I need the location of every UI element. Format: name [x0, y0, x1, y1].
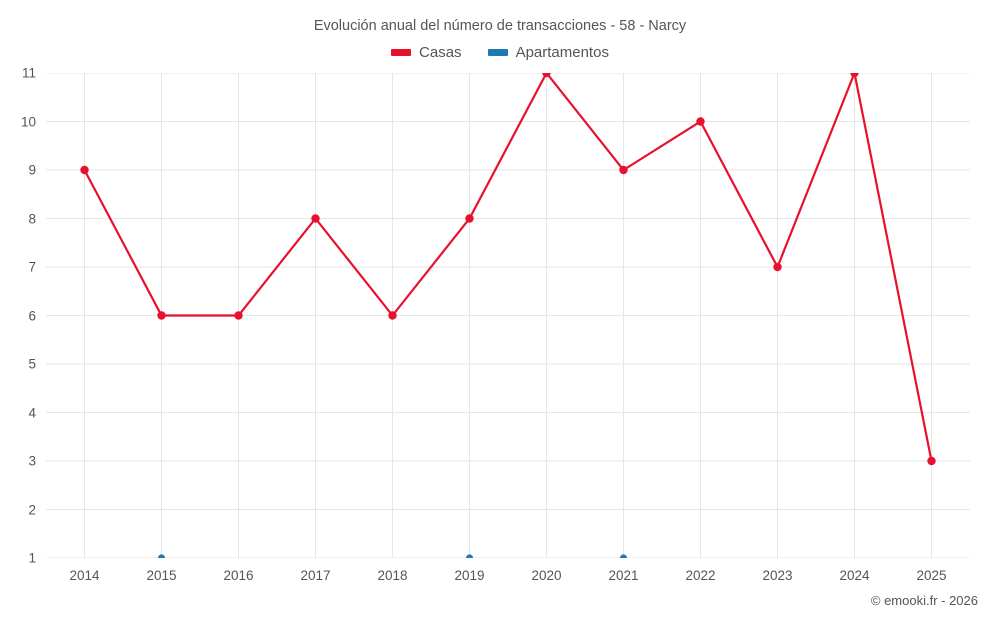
- x-tick-label: 2024: [839, 568, 870, 583]
- y-tick-label: 9: [28, 162, 36, 178]
- data-point[interactable]: [157, 554, 166, 558]
- data-point[interactable]: [80, 165, 89, 175]
- x-tick-label: 2022: [685, 568, 716, 583]
- x-tick-label: 2023: [762, 568, 793, 583]
- y-tick-label: 3: [28, 453, 36, 469]
- data-point[interactable]: [388, 311, 397, 320]
- x-tick-label: 2016: [223, 568, 254, 583]
- data-point[interactable]: [465, 554, 474, 558]
- y-tick-label: 2: [28, 502, 36, 517]
- x-axis-tick-labels: 2014 2015 2016 2017 2018 2019 2020 2021 2022 2023…: [46, 568, 970, 588]
- y-tick-label: 4: [28, 405, 36, 420]
- data-point[interactable]: [696, 117, 705, 126]
- x-tick-label: 2019: [454, 568, 485, 583]
- data-point[interactable]: [234, 311, 243, 320]
- x-tick-label: 2020: [531, 568, 562, 583]
- data-point[interactable]: [311, 214, 320, 223]
- chart-legend: Casas Apartamentos: [0, 44, 1000, 61]
- x-tick-label: 2014: [69, 568, 100, 583]
- data-point[interactable]: [927, 456, 936, 466]
- legend-label-apartamentos: Apartamentos: [515, 44, 609, 61]
- data-point[interactable]: [773, 262, 782, 272]
- data-point[interactable]: [619, 554, 628, 558]
- x-tick-label: 2025: [916, 568, 947, 583]
- series-line-casas: [83, 73, 933, 462]
- data-series-layer: [80, 73, 936, 558]
- x-tick-label: 2021: [608, 568, 639, 583]
- data-point[interactable]: [157, 311, 166, 320]
- plot-area: [46, 73, 970, 558]
- credit-text: © emooki.fr - 2026: [870, 593, 978, 608]
- legend-swatch-apartamentos: [487, 49, 508, 56]
- legend-item-apartamentos[interactable]: Apartamentos: [487, 44, 609, 61]
- legend-item-casas[interactable]: Casas: [391, 44, 462, 61]
- y-tick-label: 6: [28, 308, 36, 323]
- x-tick-label: 2018: [377, 568, 408, 583]
- data-point[interactable]: [542, 73, 551, 78]
- chart-title: Evolución anual del número de transaccio…: [313, 18, 687, 34]
- x-tick-label: 2017: [300, 568, 331, 583]
- y-tick-label: 8: [28, 211, 36, 226]
- legend-label-casas: Casas: [419, 44, 462, 61]
- y-tick-label: 11: [21, 65, 36, 81]
- y-tick-label: 7: [28, 259, 36, 275]
- y-tick-label: 10: [20, 114, 36, 129]
- y-tick-label: 5: [28, 356, 36, 372]
- data-point[interactable]: [619, 165, 628, 175]
- data-point[interactable]: [850, 73, 859, 78]
- y-axis-tick-labels: 1 2 3 4 5 6 7 8 9 10 11: [0, 66, 36, 566]
- y-tick-label: 1: [28, 550, 36, 566]
- x-tick-label: 2015: [146, 568, 177, 583]
- legend-swatch-casas: [391, 49, 412, 56]
- data-point[interactable]: [465, 214, 474, 223]
